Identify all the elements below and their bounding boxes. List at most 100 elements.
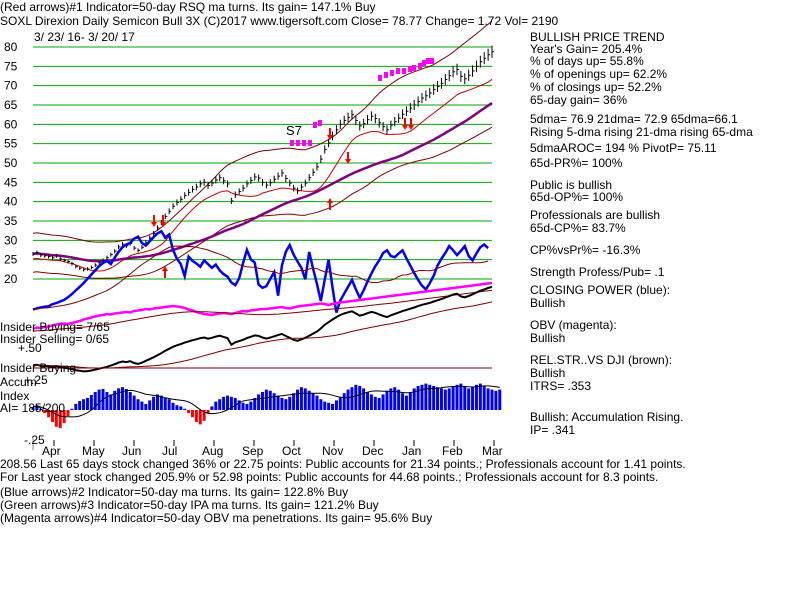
x-tick-label: Jul [162,444,177,458]
y-tick-label: 50 [4,156,18,170]
lower-band [32,126,493,279]
chart-series [32,20,500,418]
rel-strength-ma [32,301,493,369]
right-panel-line: 5dma= 76.9 21dma= 72.9 65dma=66.1 [530,112,738,126]
closing-power-line [32,229,489,313]
y-tick-label: 75 [4,59,18,73]
footer-line-3: (Blue arrows)#2 Indicator=50-day ma turn… [0,485,349,499]
right-panel-line: Bullish [530,366,566,380]
right-panel-line: ITRS= .353 [530,379,592,393]
x-tick-label: Oct [282,444,301,458]
rel-strength-line [32,285,493,373]
insider-buying-count: Insider Buying= 7/65 [0,320,110,334]
obv-ma [32,289,493,332]
y-tick-label: 40 [4,195,18,209]
y-tick-label: 30 [4,233,18,247]
right-panel-line: CLOSING POWER (blue): [530,283,671,297]
sell-s7-mark [290,140,294,146]
right-panel-line: 65d-CP%= 83.7% [530,221,626,235]
x-tick-label: Dec [362,444,383,458]
accum-plus50: +.50 [18,341,42,355]
right-panel-line: Year's Gain= 205.4% [530,42,643,56]
month-axis-ticks: Apr May Jun Jul Aug Sep Oct Nov Dec Jan Feb Mar [32,438,503,458]
right-panel-line: Professionals are bullish [530,208,661,222]
y-tick-label: 60 [4,117,18,131]
short-ma-line [32,78,493,272]
sell-s7-mark [408,66,412,72]
title-line: SOXL Direxion Daily Semicon Bull 3X (C)2… [0,14,559,28]
y-tick-label: 25 [4,253,18,267]
price-grid [33,46,492,280]
right-panel-line: IP= .341 [530,423,576,437]
right-panel-line: % of closings up= 52.2% [530,80,662,94]
x-tick-label: Apr [42,444,61,458]
red-down-arrowhead [402,125,408,130]
price-axis-ticks: 80 75 70 65 60 55 50 45 40 35 30 25 20 [4,40,18,286]
sell-s7-mark [384,72,388,78]
insider-selling-count: Insider Selling= 0/65 [0,332,110,346]
right-panel-line: Bullish [530,331,566,345]
x-tick-label: Mar [482,444,503,458]
accum-plus25: +.25 [24,373,48,387]
right-panel-line: 65d-OP%= 100% [530,190,624,204]
red-down-arrowhead [327,135,333,140]
sell-s7-mark [302,140,306,146]
right-panel-line: Bullish [530,296,566,310]
red-down-arrowhead [160,222,166,227]
right-panel-line: OBV (magenta): [530,318,617,332]
sell-s7-mark [418,63,422,69]
index-label: Index [0,389,30,403]
indicator1-line: (Red arrows)#1 Indicator=50-day RSQ ma t… [0,0,376,14]
right-panel-line: Rising 5-dma rising 21-dma rising 65-dma [530,125,753,139]
right-panel-line: 65d-PR%= 100% [530,156,623,170]
x-tick-label: Nov [322,444,343,458]
insider-buying-label: Insider Buying [0,361,77,375]
y-tick-label: 65 [4,98,18,112]
red-up-arrowhead [327,198,333,203]
right-panel-line: 5dmaAROC= 194 % PivotP= 75.11 [530,141,717,155]
right-panel-line: 65-day gain= 36% [530,93,628,107]
sell-s7-mark [318,120,322,126]
sell-s7-mark [402,68,406,74]
right-panel-line: % of days up= 55.8% [530,54,644,68]
x-tick-label: Jun [122,444,141,458]
sell-s7-mark [430,58,434,64]
sell-s7-mark [422,60,426,66]
right-panel-line: Strength Profess/Pub= .1 [530,265,665,279]
y-tick-label: 80 [4,40,18,54]
accum-label: Accum [0,375,37,389]
sell-s7-mark [313,122,317,128]
footer-line-2: For Last year stock changed 205.9% or 52… [0,470,659,484]
right-panel-line: Bullish: Accumulation Rising. [530,410,684,424]
sell-s7-mark [412,65,416,71]
x-tick-label: Jan [402,444,421,458]
x-tick-label: Aug [202,444,223,458]
ma-65-line [32,102,493,263]
y-tick-label: 70 [4,79,18,93]
red-down-arrowhead [151,222,157,227]
y-tick-label: 45 [4,175,18,189]
red-down-arrowhead [408,125,414,130]
right-panel-line: % of openings up= 62.2% [530,67,668,81]
ai-value: AI= 185/200 [0,401,66,415]
sell-s7-mark [396,68,400,74]
accum-ma-line [32,385,500,418]
footer-line-5: (Magenta arrows)#4 Indicator=50-day OBV … [0,511,433,525]
right-panel-line: REL.STR..VS DJI (brown): [530,353,673,367]
footer-line-4: (Green arrows)#3 Indicator=50-day IPA ma… [0,498,379,512]
x-tick-label: Feb [442,444,463,458]
date-range: 3/ 23/ 16- 3/ 20/ 17 [34,30,135,44]
upper-band [32,20,493,243]
red-down-arrowhead [345,159,351,164]
footer-line-1: 208.56 Last 65 days stock changed 36% or… [0,457,686,471]
right-panel-line: CP%vsPr%= -16.3% [530,243,641,257]
y-tick-label: 35 [4,214,18,228]
closing-power-ma [32,245,489,310]
sell-s7-mark [426,58,430,64]
x-tick-label: May [82,444,105,458]
right-panel-line: Public is bullish [530,178,613,192]
label-s7: S7 [286,123,302,138]
x-tick-label: Sep [242,444,264,458]
sell-s7-mark [378,75,382,81]
